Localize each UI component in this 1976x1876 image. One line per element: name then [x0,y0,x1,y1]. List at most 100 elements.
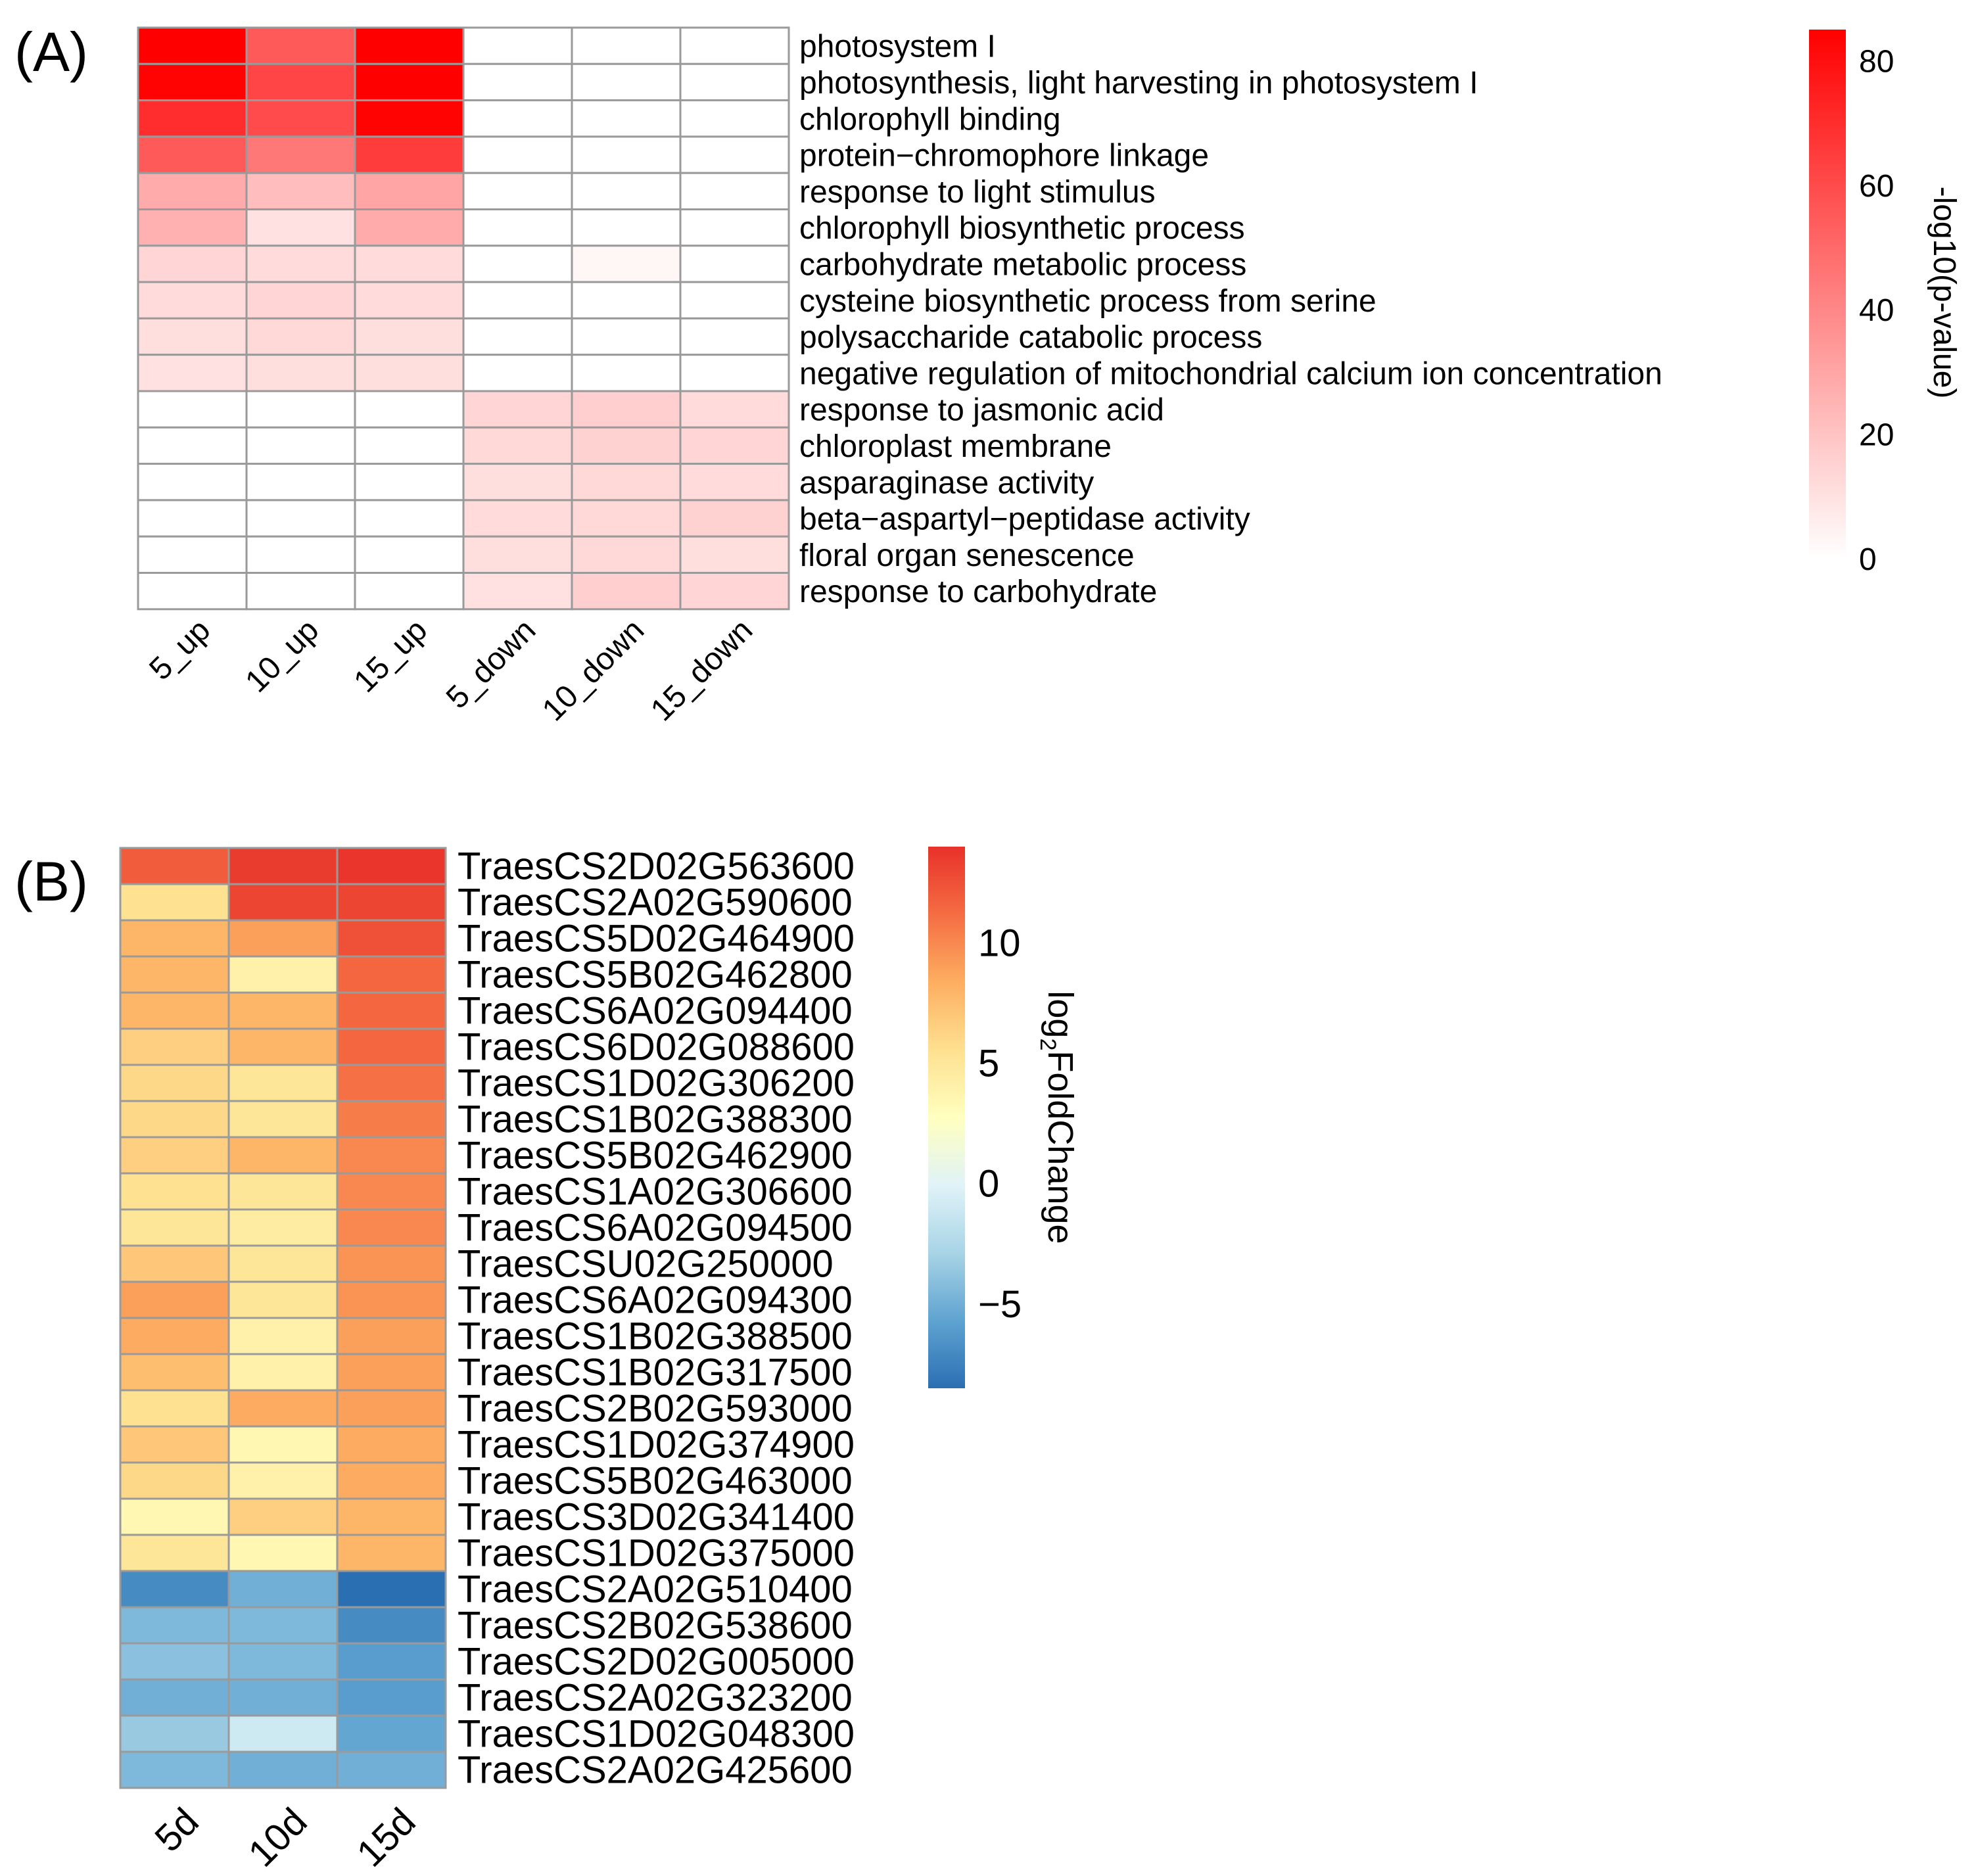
heatmap-b-cell [336,1353,447,1392]
heatmap-b-row-label: TraesCS6D02G088600 [458,1026,855,1069]
heatmap-b-cell [336,1534,447,1572]
heatmap-a-cell [354,426,465,465]
heatmap-a-col-label: 10_up [239,613,325,699]
heatmap-b-row-label: TraesCS5B02G462800 [458,954,853,997]
heatmap-b-cell [119,1244,230,1283]
heatmap-b-row-label: TraesCS3D02G341400 [458,1496,855,1539]
heatmap-b-row-label: TraesCSU02G250000 [458,1243,834,1286]
heatmap-b-cell [336,1678,447,1717]
heatmap-b-cell [119,1606,230,1645]
heatmap-b-cell [119,1642,230,1681]
heatmap-a-cell [571,172,682,211]
heatmap-b-cell [227,1534,339,1572]
heatmap-a-cell [679,26,790,65]
heatmap-a-cell [571,535,682,575]
heatmap-b-cell [119,1497,230,1536]
heatmap-b-cell [119,1172,230,1211]
heatmap-a-cell [679,99,790,138]
colorbar-b-tick-label: −5 [978,1283,1022,1326]
heatmap-a-cell [354,317,465,356]
colorbar-a-tick-label: 80 [1859,44,1894,79]
heatmap-a-cell [137,245,248,283]
heatmap-b-cell [227,1136,339,1175]
heatmap-a-cell [679,499,790,538]
colorbar-b-tick-label: 5 [978,1043,999,1085]
heatmap-a-cell [571,463,682,502]
heatmap-a-cell [354,99,465,138]
heatmap-b-cell [227,919,339,958]
heatmap-b-cell [227,1027,339,1066]
colorbar-b [928,847,965,1388]
heatmap-a-cell [245,317,356,356]
heatmap-b-cell [119,1678,230,1717]
heatmap-b-cell [336,1064,447,1102]
heatmap-a-cell [679,317,790,356]
heatmap-b-row-label: TraesCS1D02G374900 [458,1424,855,1466]
heatmap-b-cell [119,1570,230,1608]
heatmap-b-row-label: TraesCS1B02G317500 [458,1351,853,1394]
heatmap-b-row-label: TraesCS6A02G094500 [458,1207,853,1250]
heatmap-b-row-label: TraesCS1D02G306200 [458,1062,855,1105]
heatmap-a-cell [462,62,573,102]
heatmap-b-cell [119,1027,230,1066]
heatmap-a-cell [137,572,248,611]
heatmap-b-cell [336,1100,447,1138]
heatmap-b-row-label: TraesCS5B02G463000 [458,1460,853,1503]
heatmap-b-row-label: TraesCS5B02G462900 [458,1135,853,1177]
heatmap-a-cell [462,572,573,611]
heatmap-a-cell [137,208,248,247]
heatmap-a-row-label: negative regulation of mitochondrial cal… [799,356,1662,391]
heatmap-b-row-label: TraesCS2B02G538600 [458,1605,853,1647]
heatmap-b-cell [336,1425,447,1464]
heatmap-a-cell [354,535,465,575]
heatmap-a-cell [245,572,356,611]
heatmap-b-cell [227,1497,339,1536]
heatmap-a-cell [137,135,248,174]
heatmap-a-cell [354,281,465,319]
heatmap-a-col-label: 5_down [440,613,542,715]
heatmap-a-row-label: cysteine biosynthetic process from serin… [799,284,1376,319]
heatmap-b-cell [119,1353,230,1392]
heatmap-b: TraesCS2D02G563600TraesCS2A02G590600Trae… [119,845,1080,1875]
heatmap-b-cell [336,1389,447,1428]
heatmap-a-cell [137,281,248,319]
heatmap-a-row-label: chloroplast membrane [799,429,1112,464]
heatmap-a-cell [679,281,790,319]
heatmap-b-cell [119,1425,230,1464]
heatmap-a-row-label: protein−chromophore linkage [799,139,1209,174]
heatmap-a-cell [462,208,573,247]
heatmap-a-cell [137,354,248,392]
heatmap-a-row-label: beta−aspartyl−peptidase activity [799,502,1250,537]
heatmap-a-cell [245,172,356,211]
heatmap-a-row-label: floral organ senescence [799,538,1135,573]
heatmap-a-col-label: 10_down [536,613,651,728]
heatmap-a-cell [679,426,790,465]
heatmap-a-cell [571,245,682,283]
heatmap-a-cell [354,572,465,611]
heatmap-a-cell [462,463,573,502]
heatmap-a-cell [571,572,682,611]
heatmap-b-cell [119,1100,230,1138]
heatmap-b-col-label: 10d [240,1800,315,1875]
heatmap-b-cell [119,883,230,922]
heatmap-b-row-label: TraesCS2A02G323200 [458,1677,853,1720]
heatmap-b-cell [227,1461,339,1500]
heatmap-b-cell [336,847,447,885]
heatmap-a-col-label: 15_up [347,613,434,699]
heatmap-a-cell [679,390,790,429]
heatmap-b-cell [119,1136,230,1175]
heatmap-a-cell [245,426,356,465]
heatmap-a-cell [137,99,248,138]
heatmap-a-cell [137,463,248,502]
heatmap-b-row-label: TraesCS1D02G375000 [458,1532,855,1575]
heatmap-a-cell [354,390,465,429]
heatmap-a-cell [462,535,573,575]
heatmap-b-cell [227,847,339,885]
heatmap-b-cell [119,847,230,885]
heatmap-a-row-label: response to jasmonic acid [799,393,1164,428]
heatmap-b-cell [227,883,339,922]
heatmap-a-cell [571,281,682,319]
heatmap-a-cell [137,499,248,538]
heatmap-a-cell [137,172,248,211]
